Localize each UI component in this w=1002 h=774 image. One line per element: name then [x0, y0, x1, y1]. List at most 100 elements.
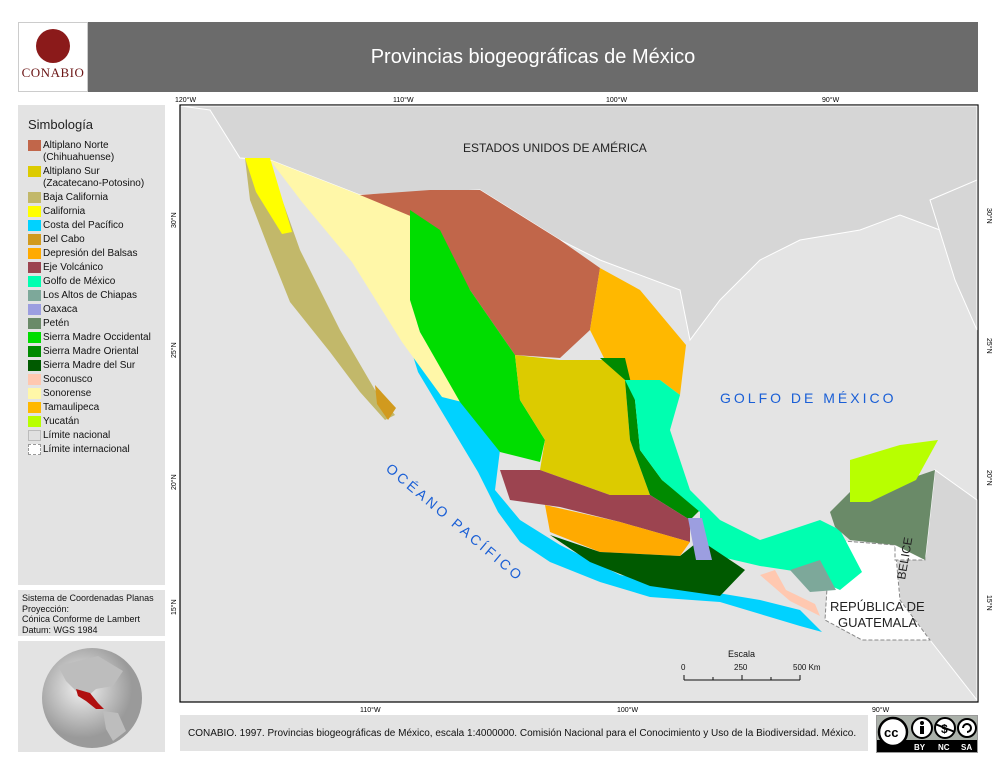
province-region [245, 158, 292, 234]
province-region [245, 158, 395, 420]
cc-icon [877, 716, 909, 748]
conabio-seal-icon [36, 29, 70, 63]
legend-item: Costa del Pacífico [28, 220, 165, 232]
map-frame [179, 104, 979, 703]
legend-item: Baja California [28, 192, 165, 204]
graticule-label: 110°W [393, 96, 414, 104]
legend-swatch [28, 402, 41, 413]
legend-label: Sierra Madre Occidental [43, 332, 151, 343]
legend-label: Del Cabo [43, 234, 85, 245]
province-region [500, 470, 690, 542]
locator-globe [18, 641, 165, 752]
province-region [550, 535, 745, 596]
legend-item: Sonorense [28, 388, 165, 400]
graticule-label: 20°N [985, 470, 993, 486]
conabio-logo: CONABIO [18, 22, 88, 92]
legend-label: Costa del Pacífico [43, 220, 124, 231]
legend-swatch [28, 430, 41, 441]
license-sa: SA [961, 743, 972, 752]
legend-label: Límite internacional [43, 444, 130, 455]
legend-label: Altiplano Norte (Chihuahuense) [43, 140, 115, 163]
cc-license-badge[interactable]: cc $ BY NC SA [876, 715, 978, 753]
license-nc: NC [938, 743, 950, 752]
province-region [688, 518, 712, 560]
scale-tick: 250 [734, 663, 748, 672]
legend-swatch [28, 360, 41, 371]
svg-text:cc: cc [884, 725, 898, 740]
legend-item: Sierra Madre Oriental [28, 346, 165, 358]
province-region [760, 570, 820, 616]
gulf-label: GOLFO DE MÉXICO [720, 390, 896, 406]
coord-line: Proyección: [22, 603, 70, 614]
guatemala [824, 539, 931, 641]
legend-label: California [43, 206, 86, 217]
mexico-highlight [76, 689, 104, 709]
legend-label: Depresión del Balsas [43, 248, 138, 259]
scale-bar: Escala 0 250 500 Km [681, 649, 821, 681]
legend-swatch [28, 388, 41, 399]
legend-swatch [28, 206, 41, 217]
legend-swatch [28, 290, 41, 301]
legend-item: Soconusco [28, 374, 165, 386]
license-by: BY [914, 743, 926, 752]
legend-item: Tamaulipeca [28, 402, 165, 414]
legend-item: Petén [28, 318, 165, 330]
graticule-label: 30°N [985, 208, 993, 224]
guatemala-label: REPÚBLICA DE [830, 599, 925, 614]
province-region [590, 268, 686, 395]
legend-item: Los Altos de Chiapas [28, 290, 165, 302]
legend-swatch [28, 248, 41, 259]
legend-swatch [28, 416, 41, 427]
province-region [405, 310, 822, 632]
legend-item: Golfo de México [28, 276, 165, 288]
legend-swatch [28, 262, 41, 273]
legend-label: Yucatán [43, 416, 80, 427]
page-title: Provincias biogeográficas de México [88, 22, 978, 92]
guatemala-label: GUATEMALA [838, 615, 918, 630]
legend-item: Altiplano Norte (Chihuahuense) [28, 140, 165, 164]
legend-item: Altiplano Sur (Zacatecano-Potosino) [28, 166, 165, 190]
legend-label: Baja California [43, 192, 109, 203]
legend-label: Golfo de México [43, 276, 116, 287]
legend-label: Sierra Madre Oriental [43, 346, 139, 357]
graticule-label: 90°W [822, 96, 840, 104]
graticule-label: 15°N [170, 599, 178, 615]
legend-swatch [28, 220, 41, 231]
legend-label: Eje Volcánico [43, 262, 104, 273]
legend-swatch [28, 192, 41, 203]
legend-label: Petén [43, 318, 70, 329]
belize [894, 514, 926, 561]
province-region [375, 385, 396, 420]
legend-label: Tamaulipeca [43, 402, 100, 413]
province-region [600, 358, 700, 520]
legend-label: Soconusco [43, 374, 93, 385]
graticule-label: 90°W [872, 706, 890, 714]
projection-info: Sistema de Coordenadas Planas Proyección… [18, 590, 165, 636]
legend-item: Sierra Madre Occidental [28, 332, 165, 344]
legend-label: Altiplano Sur (Zacatecano-Potosino) [43, 166, 145, 189]
legend-swatch [28, 304, 41, 315]
legend-swatch [28, 140, 41, 151]
province-region [360, 190, 600, 358]
graticule-label: 120°W [175, 96, 196, 104]
legend-label: Oaxaca [43, 304, 78, 315]
legend-item: Del Cabo [28, 234, 165, 246]
legend-item: Sierra Madre del Sur [28, 360, 165, 372]
scale-tick: 0 [681, 663, 686, 672]
pacific-label: OCÉANO PACÍFICO [383, 460, 527, 585]
legend-swatch [28, 374, 41, 385]
graticule-label: 25°N [170, 342, 178, 358]
legend-item: Oaxaca [28, 304, 165, 316]
svg-text:$: $ [941, 722, 948, 736]
belize-label: BELICE [894, 536, 915, 580]
province-region [850, 440, 938, 502]
graticule-label: 100°W [617, 706, 638, 714]
province-region [625, 380, 862, 590]
legend: Simbología Altiplano Norte (Chihuahuense… [18, 105, 165, 585]
sa-icon [957, 718, 977, 738]
legend-item: Yucatán [28, 416, 165, 428]
province-region [410, 210, 545, 462]
province-region [830, 470, 935, 560]
legend-item: Límite nacional [28, 430, 165, 442]
province-region [545, 505, 690, 556]
